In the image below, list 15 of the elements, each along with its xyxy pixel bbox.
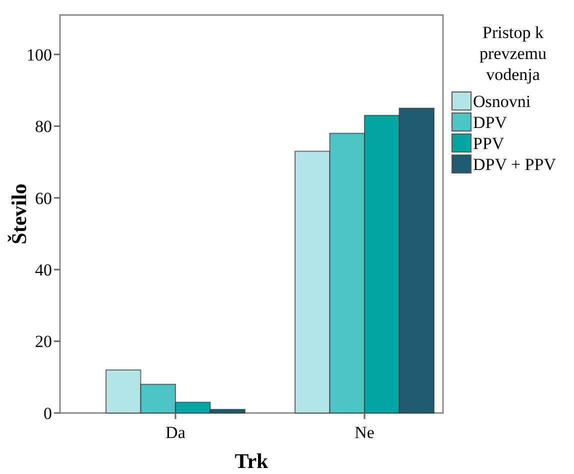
y-tick-label: 100 [26,45,52,64]
y-axis-title: Število [7,184,31,244]
x-tick-label: Da [166,423,186,442]
y-tick-label: 0 [44,404,52,423]
legend-label: PPV [473,134,505,153]
legend-label: DPV + PPV [473,155,557,174]
y-tick-label: 80 [35,117,52,136]
x-axis-title: Trk [234,449,269,473]
legend-label: DPV [473,113,508,132]
legend-label: Osnovni [473,92,531,111]
y-tick-label: 20 [35,332,52,352]
legend-title: Pristop k prevzemu vodenja [479,23,548,84]
y-tick-label: 40 [35,260,52,280]
y-tick-label: 60 [35,188,52,208]
x-tick-label: Ne [354,423,374,442]
